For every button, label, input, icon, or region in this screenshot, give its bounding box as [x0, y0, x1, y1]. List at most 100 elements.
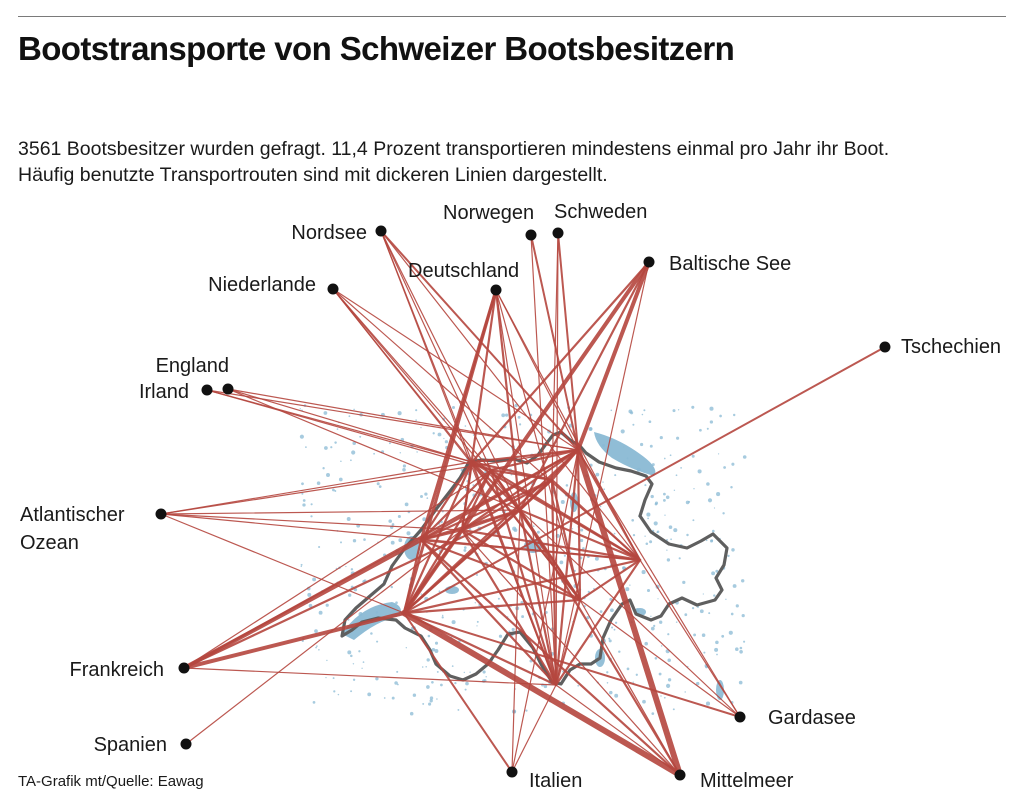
lake	[415, 419, 417, 421]
lake	[705, 539, 708, 542]
lake	[631, 518, 635, 522]
route-line	[160, 509, 521, 515]
lake	[732, 584, 737, 588]
lake	[594, 556, 599, 561]
subtitle-line-2: Häufig benutzte Transportrouten sind mit…	[18, 164, 608, 186]
lake	[348, 593, 352, 597]
lake	[620, 429, 625, 434]
lake	[686, 533, 689, 537]
lake	[677, 409, 680, 411]
lake	[476, 620, 479, 623]
lake	[641, 570, 646, 575]
lake	[676, 436, 680, 440]
lake	[350, 459, 352, 462]
lake	[654, 501, 659, 505]
lake	[660, 695, 662, 697]
lake	[420, 426, 422, 429]
lake	[735, 604, 739, 608]
lake	[438, 590, 441, 593]
lake	[719, 414, 722, 418]
route-line	[578, 558, 642, 602]
lake	[730, 612, 734, 616]
lake	[434, 649, 439, 653]
lake	[370, 632, 373, 635]
lake	[606, 682, 609, 684]
route-line	[206, 389, 579, 451]
lake	[511, 627, 515, 632]
lake	[739, 646, 743, 650]
lake	[426, 685, 430, 689]
lake	[325, 603, 329, 607]
lake	[310, 515, 313, 518]
lake	[668, 525, 673, 529]
route-line	[460, 528, 558, 687]
lake	[350, 690, 353, 693]
route-line	[518, 508, 682, 777]
route-line	[160, 513, 463, 531]
lake	[330, 446, 333, 449]
switzerland-border	[340, 430, 729, 686]
lake	[397, 411, 402, 416]
lake	[451, 405, 456, 410]
route-line	[554, 448, 580, 687]
lake	[731, 462, 735, 466]
lake	[359, 435, 362, 438]
lake	[610, 608, 614, 613]
label-niederlande: Niederlande	[208, 274, 316, 296]
lake	[682, 580, 686, 585]
lake	[351, 450, 356, 455]
lake	[454, 681, 457, 685]
lake	[421, 666, 424, 668]
lake	[312, 577, 317, 582]
route-line	[332, 288, 492, 471]
lake	[332, 488, 335, 492]
lake	[666, 683, 671, 688]
lake	[571, 528, 574, 530]
point-spanien	[180, 738, 192, 750]
lake	[649, 444, 653, 448]
lake	[422, 517, 427, 522]
lake	[721, 634, 725, 638]
lake	[436, 698, 438, 700]
lake	[675, 474, 678, 477]
lake	[443, 437, 445, 440]
lake	[632, 423, 635, 426]
lake	[315, 646, 317, 649]
lake	[324, 446, 328, 450]
route-line	[402, 460, 474, 615]
lake	[632, 681, 634, 683]
lake	[603, 488, 605, 491]
lake	[399, 452, 402, 454]
route-line	[160, 461, 473, 515]
route-line	[557, 232, 579, 451]
lake	[665, 495, 670, 500]
route-line	[332, 288, 521, 511]
label-atlantischer-ozean-line-1: Atlantischer	[20, 504, 125, 526]
lake	[608, 637, 611, 640]
lake	[666, 549, 668, 551]
lake	[333, 690, 336, 693]
lake	[684, 613, 688, 617]
lake	[299, 408, 301, 410]
lake	[691, 454, 695, 458]
lake	[404, 502, 409, 507]
lake	[325, 676, 327, 679]
lake	[532, 525, 535, 528]
route-line	[402, 260, 651, 615]
lake	[476, 625, 478, 627]
lake	[599, 610, 603, 613]
lake	[635, 673, 638, 676]
lake	[409, 711, 414, 716]
lake	[428, 702, 432, 706]
lake	[577, 684, 580, 687]
lake	[646, 512, 651, 517]
lake	[316, 481, 321, 485]
lake	[699, 609, 704, 614]
lake	[563, 554, 566, 557]
lake	[664, 514, 666, 516]
lake	[589, 427, 593, 431]
lake	[326, 659, 328, 662]
route-line	[185, 529, 463, 745]
lake	[345, 565, 347, 568]
